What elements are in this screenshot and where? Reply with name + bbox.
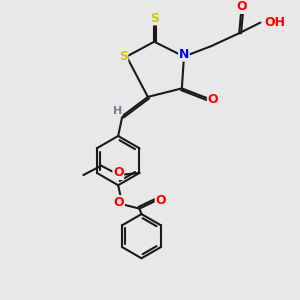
Text: O: O xyxy=(113,167,124,179)
Text: S: S xyxy=(119,50,128,63)
Text: O: O xyxy=(155,194,166,207)
Text: N: N xyxy=(179,48,189,61)
Text: O: O xyxy=(236,0,247,13)
Text: OH: OH xyxy=(265,16,286,29)
Text: O: O xyxy=(208,92,218,106)
Text: H: H xyxy=(113,106,122,116)
Text: O: O xyxy=(114,196,124,209)
Text: S: S xyxy=(150,12,159,25)
